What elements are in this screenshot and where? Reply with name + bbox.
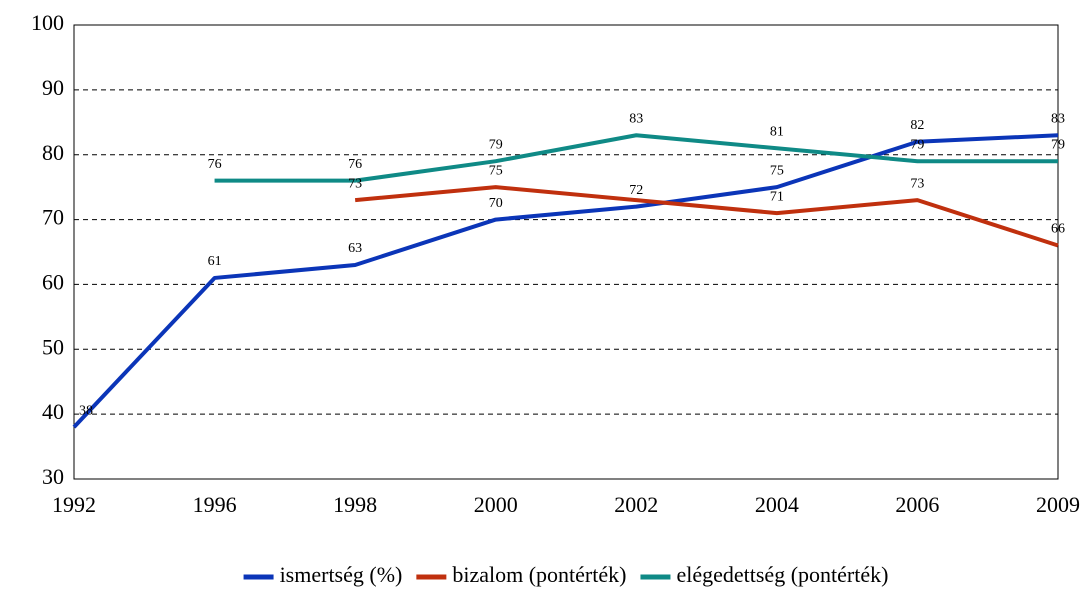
x-tick-label: 2002 <box>614 492 658 517</box>
series-line <box>72 133 1059 429</box>
x-tick-label: 2006 <box>895 492 939 517</box>
data-label: 79 <box>1051 137 1065 152</box>
x-tick-label: 2000 <box>474 492 518 517</box>
legend: ismertség (%) bizalom (pontérték) elégedet… <box>243 562 888 587</box>
y-tick-label: 80 <box>42 140 64 165</box>
data-label: 76 <box>208 157 222 172</box>
data-label: 79 <box>910 137 924 152</box>
y-tick-label: 100 <box>31 10 64 35</box>
data-label: 76 <box>348 157 362 172</box>
y-tick-label: 60 <box>42 269 64 294</box>
y-tick-label: 50 <box>42 334 64 359</box>
y-tick-label: 70 <box>42 205 64 230</box>
data-label: 66 <box>1051 222 1065 237</box>
legend-label: bizalom (pontérték) <box>452 562 626 587</box>
data-label: 73 <box>348 176 362 191</box>
series-line <box>214 133 1058 183</box>
legend-label: elégedettség (pontérték) <box>676 562 888 587</box>
data-label: 70 <box>489 196 503 211</box>
x-tick-label: 1996 <box>193 492 237 517</box>
data-label: 75 <box>489 163 503 178</box>
legend-label: ismertség (%) <box>280 562 403 587</box>
data-label: 71 <box>770 189 784 204</box>
data-label: 63 <box>348 241 362 256</box>
series-line <box>354 185 1059 248</box>
x-tick-label: 2009 <box>1036 492 1080 517</box>
y-tick-label: 40 <box>42 399 64 424</box>
plot-frame <box>73 24 1059 480</box>
data-label: 79 <box>489 137 503 152</box>
data-label: 83 <box>1051 111 1065 126</box>
y-tick-label: 90 <box>42 75 64 100</box>
data-label: 75 <box>770 163 784 178</box>
data-label: 72 <box>629 183 643 198</box>
x-tick-label: 2004 <box>755 492 799 517</box>
data-label: 82 <box>910 118 924 133</box>
y-tick-label: 30 <box>42 464 64 489</box>
x-tick-label: 1998 <box>333 492 377 517</box>
x-tick-label: 1992 <box>52 492 96 517</box>
data-label: 83 <box>629 111 643 126</box>
data-label: 61 <box>208 254 222 269</box>
data-label: 81 <box>770 124 784 139</box>
data-label: 38 <box>79 403 93 418</box>
data-label: 73 <box>910 176 924 191</box>
